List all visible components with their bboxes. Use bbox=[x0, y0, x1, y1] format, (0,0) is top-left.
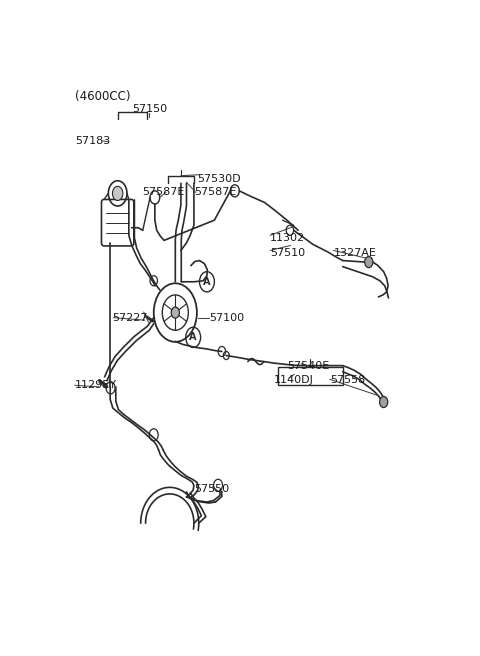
Text: 57530D: 57530D bbox=[198, 174, 241, 184]
Text: 57587E: 57587E bbox=[142, 188, 184, 197]
Circle shape bbox=[171, 307, 180, 318]
Text: 57150: 57150 bbox=[132, 104, 167, 114]
Text: A: A bbox=[203, 277, 211, 287]
Text: (4600CC): (4600CC) bbox=[75, 90, 131, 103]
Circle shape bbox=[380, 396, 388, 407]
Bar bbox=[277, 367, 343, 385]
Circle shape bbox=[365, 256, 373, 268]
Text: 57587E: 57587E bbox=[194, 188, 236, 197]
Text: 1327AE: 1327AE bbox=[334, 248, 376, 258]
Text: 57558: 57558 bbox=[330, 375, 365, 385]
Text: 57100: 57100 bbox=[209, 313, 244, 323]
Circle shape bbox=[112, 186, 123, 201]
Text: 57183: 57183 bbox=[75, 136, 110, 146]
Text: 11302: 11302 bbox=[270, 233, 305, 243]
Text: 57510: 57510 bbox=[270, 248, 305, 258]
Text: 1140DJ: 1140DJ bbox=[274, 375, 314, 385]
Text: 57227: 57227 bbox=[112, 313, 147, 323]
Text: 57550: 57550 bbox=[194, 484, 229, 494]
Text: A: A bbox=[190, 333, 197, 342]
Text: 57540E: 57540E bbox=[287, 361, 329, 371]
Text: 1129EY: 1129EY bbox=[75, 380, 117, 390]
